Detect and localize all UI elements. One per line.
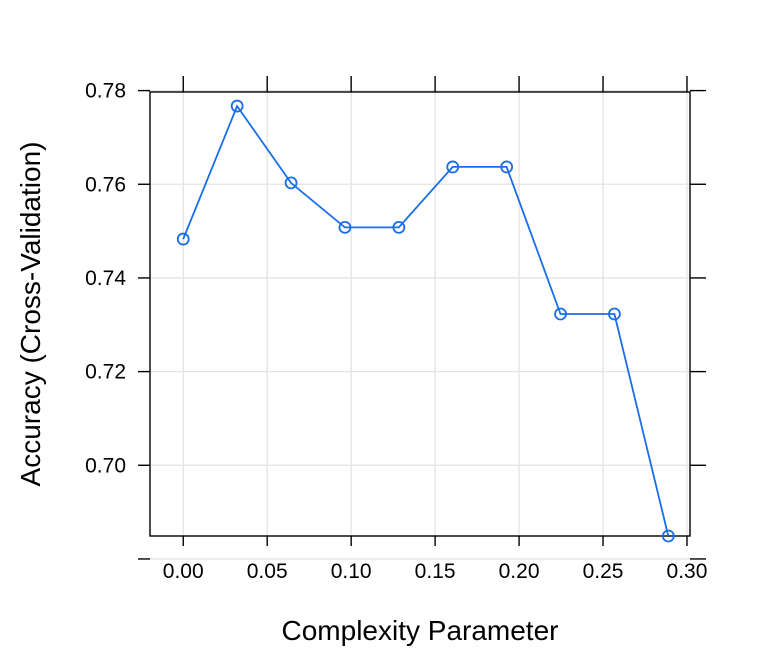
data-point-marker: [284, 176, 298, 190]
y-axis-title: Accuracy (Cross-Validation): [15, 142, 46, 487]
y-tick-label: 0.76: [85, 173, 126, 196]
series-line: [182, 104, 670, 537]
data-point-marker: [554, 307, 567, 321]
data-point-marker: [608, 307, 621, 321]
x-axis-title: Complexity Parameter: [282, 615, 559, 646]
x-tick-label: 0.10: [331, 560, 372, 583]
grid-lines: [150, 89, 690, 560]
y-tick-label: 0.70: [85, 454, 126, 477]
data-point-marker: [500, 160, 514, 174]
x-tick-label: 0.25: [583, 560, 624, 583]
data-point-marker: [176, 232, 190, 246]
data-point-marker: [230, 99, 244, 113]
data-point-marker: [392, 220, 406, 234]
axis-ticks: 0.00 0.05 0.10 0.15 0.20 0.25 0.30 0.70 0.72 0.74…: [85, 76, 707, 583]
data-point-marker: [446, 160, 460, 174]
data-point-marker: [338, 220, 352, 234]
series-group: [176, 99, 675, 543]
x-tick-label: 0.05: [247, 560, 288, 583]
y-tick-label: 0.72: [85, 361, 126, 384]
x-tick-label: 0.30: [667, 560, 708, 583]
x-tick-label: 0.00: [163, 560, 204, 583]
y-tick-label: 0.78: [85, 80, 126, 103]
y-tick-label: 0.74: [85, 267, 126, 290]
x-tick-label: 0.15: [415, 560, 456, 583]
x-tick-label: 0.20: [499, 560, 540, 583]
data-point-marker: [661, 529, 675, 543]
plot-area-frame: [149, 91, 691, 537]
